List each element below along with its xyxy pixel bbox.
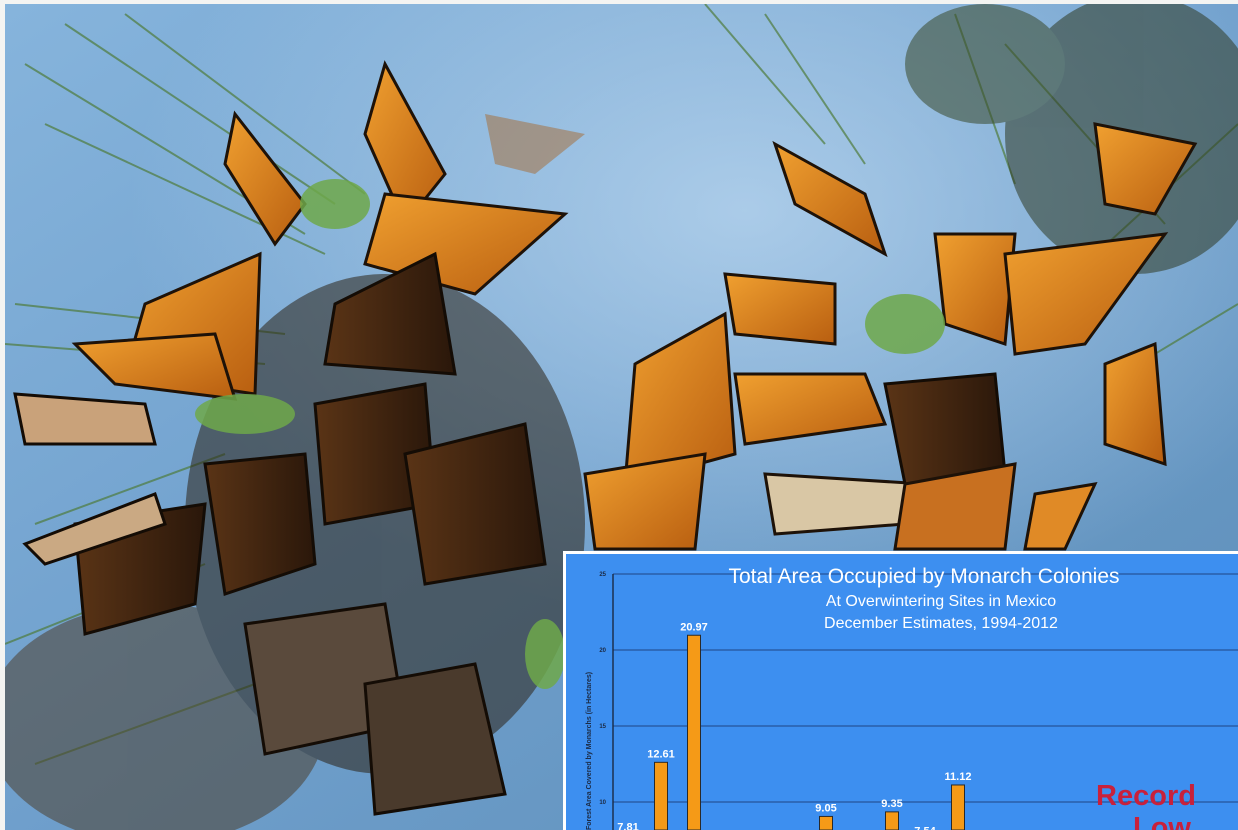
green-tufts bbox=[195, 179, 945, 689]
chart-bar bbox=[654, 761, 668, 830]
bar-data-label: 11.12 bbox=[945, 771, 972, 783]
record-low-annotation-line1: Record bbox=[1096, 780, 1196, 812]
chart-bars bbox=[654, 634, 965, 830]
blurred-butterfly bbox=[485, 114, 585, 174]
chart-gridlines bbox=[613, 573, 1238, 803]
record-low-annotation-line2: Low bbox=[1133, 812, 1191, 830]
y-tick-label: 10 bbox=[599, 800, 606, 806]
bar-data-label: 9.05 bbox=[815, 802, 836, 814]
butterfly-cluster-left bbox=[13, 60, 569, 816]
y-tick-label: 25 bbox=[599, 572, 606, 578]
chart-bar bbox=[951, 784, 965, 830]
bar-data-label: 9.35 bbox=[881, 798, 902, 810]
y-tick-label: 15 bbox=[599, 724, 606, 730]
chart-subtitle-2: December Estimates, 1994-2012 bbox=[824, 615, 1058, 632]
bar-data-label: 12.61 bbox=[647, 748, 675, 760]
y-axis-label: Forest Area Covered by Monarchs (in Hect… bbox=[586, 672, 593, 830]
chart-title: Total Area Occupied by Monarch Colonies bbox=[728, 565, 1119, 588]
chart-subtitle-1: At Overwintering Sites in Mexico bbox=[826, 593, 1056, 610]
bar-data-label: 7.81 bbox=[617, 821, 638, 830]
chart-bar bbox=[687, 634, 701, 830]
y-tick-labels: 25 20 15 10 bbox=[599, 572, 606, 806]
y-tick-label: 20 bbox=[599, 648, 606, 654]
monarch-colony-chart: Total Area Occupied by Monarch Colonies … bbox=[563, 551, 1238, 830]
chart-bar bbox=[819, 815, 833, 830]
monarch-butterfly-photo bbox=[5, 4, 1238, 830]
chart-bar bbox=[885, 811, 899, 830]
bar-data-label: 7.54 bbox=[914, 825, 936, 830]
butterfly-cluster-right bbox=[583, 122, 1198, 551]
bar-data-label: 20.97 bbox=[680, 621, 708, 633]
